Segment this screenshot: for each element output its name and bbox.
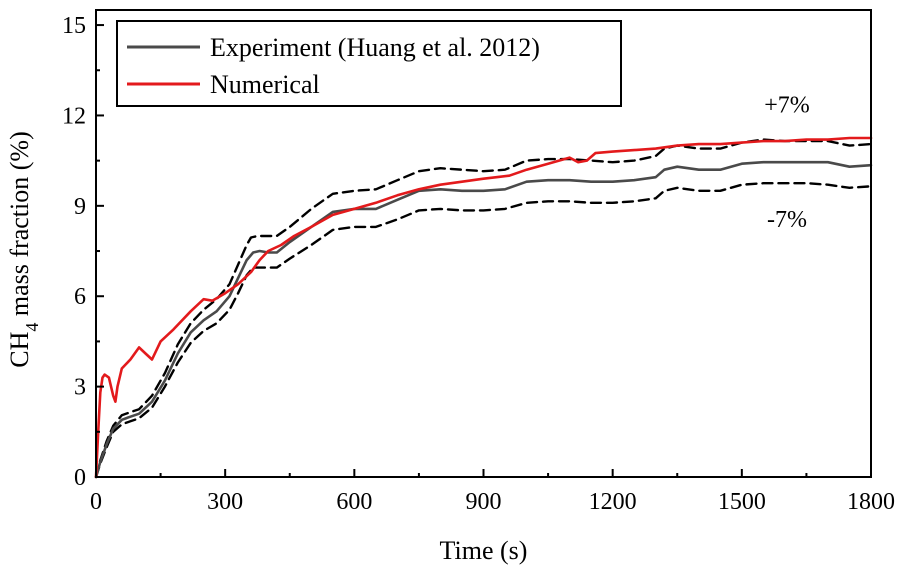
y-tick-label: 3: [74, 375, 86, 401]
y-axis-title-rest: mass fraction (%): [5, 131, 34, 322]
x-tick-label: 1800: [847, 489, 895, 515]
x-tick-label: 1200: [589, 489, 637, 515]
series-line-numerical: [94, 136, 873, 479]
legend: Experiment (Huang et al. 2012) Numerical: [116, 20, 622, 107]
series-line-experiment-huang-et-al-2012: [94, 160, 873, 479]
series-line-upper-bound: [94, 138, 873, 479]
legend-label-numerical: Numerical: [210, 70, 320, 99]
ticks-layer: 0 300 600 900 1200 1500 1800 0 3 6 9 12 15: [62, 13, 895, 515]
y-axis-title-main: CH: [5, 331, 34, 367]
y-tick-label: 6: [74, 284, 86, 310]
legend-box: [116, 20, 622, 107]
series-line-lower-bound: [94, 182, 873, 479]
x-axis-title: Time (s): [440, 536, 528, 565]
x-tick-label: 300: [207, 489, 243, 515]
x-tick-label: 900: [466, 489, 502, 515]
y-tick-label: 9: [74, 194, 86, 220]
annotation-minus-7-percent: -7%: [767, 207, 807, 233]
x-tick-label: 1500: [718, 489, 766, 515]
y-tick-label: 0: [74, 465, 86, 491]
y-tick-label: 15: [62, 13, 86, 39]
y-axis-title: CH4 mass fraction (%): [5, 131, 42, 367]
annotation-plus-7-percent: +7%: [764, 92, 810, 118]
x-tick-label: 0: [90, 489, 102, 515]
series-layer: [94, 136, 873, 479]
legend-label-experiment: Experiment (Huang et al. 2012): [210, 33, 540, 62]
y-tick-label: 12: [62, 103, 86, 129]
y-axis-title-subscript: 4: [22, 323, 42, 332]
x-tick-label: 600: [336, 489, 372, 515]
